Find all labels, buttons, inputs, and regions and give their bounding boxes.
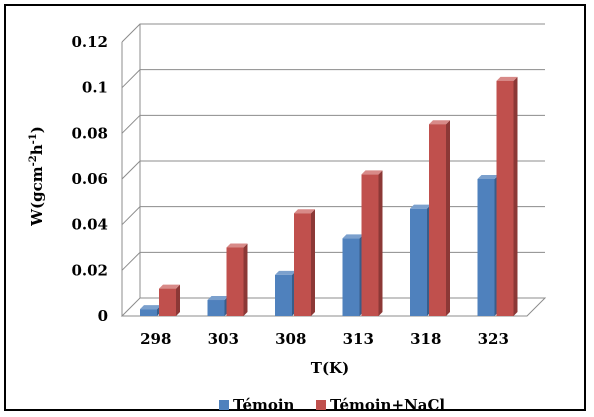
legend: Témoin Témoin+NaCl	[219, 396, 445, 414]
x-tick-label: 303	[208, 330, 239, 348]
y-axis-title-exp1: -2	[28, 155, 39, 166]
y-tick-label: 0.12	[71, 33, 108, 51]
y-axis-title-main: W(gcm	[28, 166, 46, 227]
gridline	[121, 69, 545, 89]
bar-323-temoin-nacl	[496, 80, 514, 316]
x-axis-ticks: 298 303 308 313 318 323	[140, 330, 509, 348]
bar-side	[513, 76, 518, 316]
bar-top	[159, 284, 180, 289]
y-tick-label: 0	[98, 307, 108, 325]
gridline	[121, 206, 545, 226]
gridlines	[121, 23, 545, 316]
bar-323-temoin	[477, 179, 495, 316]
bar-top	[275, 270, 296, 275]
bar-side	[176, 284, 180, 316]
bar-top	[410, 204, 431, 209]
bar-303-temoin-nacl	[226, 247, 244, 316]
legend-label-temoin: Témoin	[233, 396, 295, 414]
gridline	[121, 114, 545, 134]
gridline	[121, 23, 545, 43]
bar-top	[207, 296, 229, 301]
bar-top	[226, 243, 248, 248]
y-axis-title-exp2: -1	[28, 133, 39, 144]
bar-318-temoin	[410, 208, 427, 316]
bar-298-temoin-nacl	[159, 288, 176, 316]
x-axis-title: T(K)	[311, 359, 349, 377]
bar-308-temoin	[275, 274, 292, 316]
y-tick-label: 0.02	[71, 261, 108, 279]
x-tick-label: 298	[140, 330, 171, 348]
legend-swatch-temoin	[219, 400, 229, 410]
x-tick-label: 318	[410, 330, 441, 348]
bar-side	[378, 170, 383, 316]
bar-top	[140, 305, 161, 310]
bar-side	[243, 243, 248, 316]
bar-top	[361, 170, 383, 175]
y-axis-ticks: 0 0.02 0.04 0.06 0.08 0.1 0.12	[71, 33, 108, 325]
bar-313-temoin	[342, 238, 360, 316]
bar-308-temoin-nacl	[294, 213, 311, 316]
bars	[140, 76, 518, 316]
y-axis-title-end: )	[28, 126, 46, 133]
y-tick-label: 0.06	[71, 170, 108, 188]
bar-313-temoin-nacl	[361, 174, 379, 316]
legend-label-temoin-nacl: Témoin+NaCl	[330, 396, 445, 414]
bar-top	[477, 175, 499, 179]
y-tick-label: 0.1	[82, 79, 108, 97]
y-tick-label: 0.08	[71, 124, 108, 142]
bar-side	[446, 120, 450, 316]
y-axis-title: W(gcm-2h-1)	[28, 126, 46, 227]
bar-top	[342, 234, 364, 239]
bar-298-temoin	[140, 309, 157, 316]
x-tick-label: 323	[478, 330, 509, 348]
gridline	[121, 160, 545, 180]
x-tick-label: 313	[343, 330, 374, 348]
bar-top	[429, 120, 450, 125]
bar-318-temoin-nacl	[429, 124, 446, 316]
bar-top	[294, 209, 315, 214]
x-tick-label: 308	[275, 330, 306, 348]
legend-swatch-temoin-nacl	[316, 400, 326, 410]
bar-top	[496, 76, 518, 81]
bar-303-temoin	[207, 300, 225, 316]
y-tick-label: 0.04	[71, 216, 108, 234]
bar-side	[311, 209, 315, 316]
y-axis-title-mid: h	[28, 144, 46, 155]
